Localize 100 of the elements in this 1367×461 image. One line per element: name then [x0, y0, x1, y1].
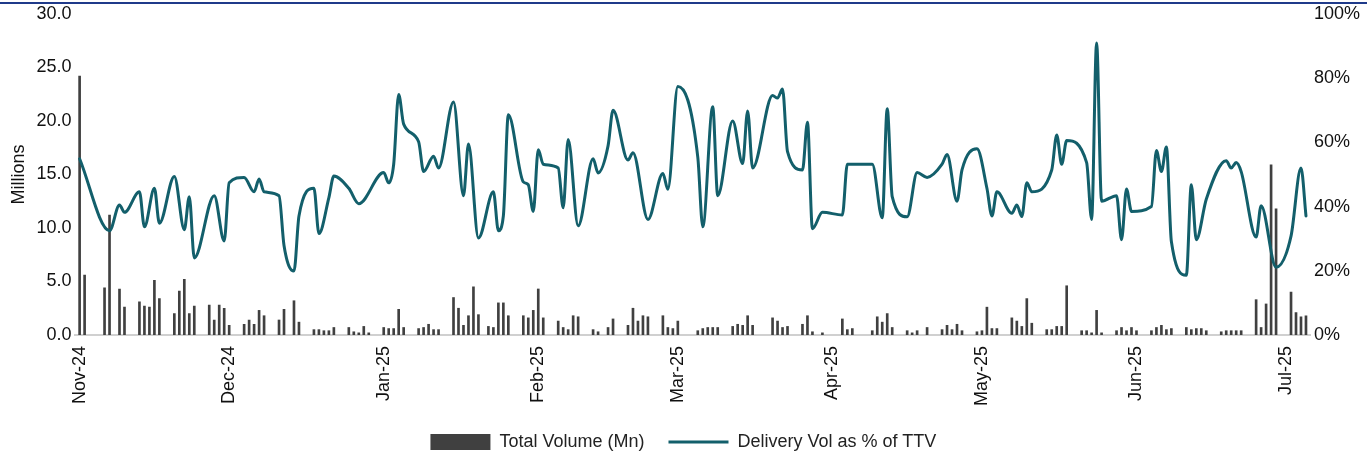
bar — [352, 331, 356, 335]
bar — [806, 315, 809, 335]
bar — [541, 317, 545, 335]
bar — [217, 304, 221, 335]
bar — [1095, 310, 1098, 335]
y2-tick-label: 80% — [1313, 67, 1350, 88]
bar — [143, 305, 146, 335]
bar — [138, 301, 141, 335]
x-tick-label: May-25 — [970, 345, 991, 407]
bar — [801, 323, 804, 335]
legend-label: Total Volume (Mn) — [499, 430, 645, 451]
bar — [885, 313, 889, 335]
bar — [890, 327, 894, 335]
y2-tick-label: 100% — [1313, 2, 1361, 23]
bar — [696, 330, 700, 335]
bar — [701, 328, 705, 335]
bar — [736, 323, 739, 335]
bar — [192, 305, 196, 335]
bar — [1224, 330, 1228, 335]
x-tick-label: Jan-25 — [372, 345, 393, 402]
bar — [1115, 330, 1118, 335]
bar — [387, 328, 391, 335]
bar — [417, 328, 420, 335]
bar — [1060, 326, 1064, 335]
bar — [786, 326, 789, 335]
y-tick-label: 0.0 — [46, 323, 72, 344]
bar — [1170, 328, 1173, 335]
bar — [1199, 328, 1203, 335]
bar — [462, 325, 465, 335]
bar — [83, 274, 86, 335]
bar — [1045, 329, 1049, 335]
bar — [880, 321, 884, 335]
y-tick-label: 30.0 — [36, 2, 72, 23]
bar — [457, 307, 460, 335]
bar — [148, 306, 151, 335]
bar — [741, 325, 744, 335]
y-tick-label: 10.0 — [36, 216, 72, 237]
bar — [771, 317, 774, 335]
bar — [1155, 327, 1158, 335]
y-tick-label: 25.0 — [36, 56, 72, 77]
bar — [472, 286, 475, 335]
x-tick-label: Jul-25 — [1275, 345, 1296, 396]
bar — [502, 302, 505, 335]
bar — [173, 313, 176, 335]
line-series — [78, 41, 1308, 277]
bar — [177, 290, 181, 335]
y2-tick-label: 0% — [1313, 323, 1340, 344]
bar — [1160, 325, 1163, 335]
x-tick-label: Dec-24 — [218, 345, 239, 405]
bar — [746, 315, 749, 335]
bar — [1130, 327, 1133, 335]
bar — [487, 326, 490, 335]
bar — [182, 279, 186, 335]
bar — [556, 320, 560, 335]
bar — [207, 304, 211, 335]
bar — [811, 331, 814, 335]
bar — [1185, 327, 1188, 335]
bar — [492, 327, 495, 335]
y2-tick-label: 20% — [1313, 259, 1350, 280]
bar — [526, 317, 530, 335]
x-tick-label: Apr-25 — [821, 345, 842, 401]
bar — [382, 327, 386, 335]
bar — [716, 327, 720, 335]
bar — [1125, 330, 1128, 335]
bar — [521, 315, 525, 335]
bar — [427, 323, 430, 335]
bar — [108, 214, 111, 335]
bar — [158, 298, 161, 335]
bar — [1165, 329, 1168, 335]
bar — [1025, 298, 1029, 335]
bar — [467, 315, 470, 335]
y-axis-title: Millions — [7, 144, 28, 205]
bar — [1194, 328, 1198, 335]
bar — [227, 325, 231, 335]
bar — [1055, 326, 1059, 335]
y-tick-label: 20.0 — [36, 109, 72, 130]
bar — [1050, 329, 1054, 335]
bar — [1065, 285, 1069, 335]
bar — [841, 318, 844, 335]
bar — [497, 302, 500, 335]
bar — [153, 280, 156, 335]
legend-label: Delivery Vol as % of TTV — [737, 430, 937, 451]
bar — [103, 287, 106, 335]
bar — [706, 327, 710, 335]
bar — [850, 328, 854, 335]
bar — [1120, 327, 1123, 335]
bar — [1219, 331, 1223, 335]
bar — [118, 288, 121, 335]
x-tick-label: Feb-25 — [527, 345, 548, 404]
bar — [875, 316, 879, 335]
bar — [402, 327, 405, 335]
bar — [222, 307, 226, 335]
bar — [531, 310, 535, 335]
bar — [776, 320, 779, 335]
x-tick-label: Mar-25 — [666, 345, 687, 403]
bar — [432, 329, 435, 335]
bar — [1085, 330, 1088, 335]
bar — [1150, 330, 1153, 335]
x-tick-label: Jun-25 — [1125, 345, 1146, 402]
bar — [536, 288, 540, 335]
